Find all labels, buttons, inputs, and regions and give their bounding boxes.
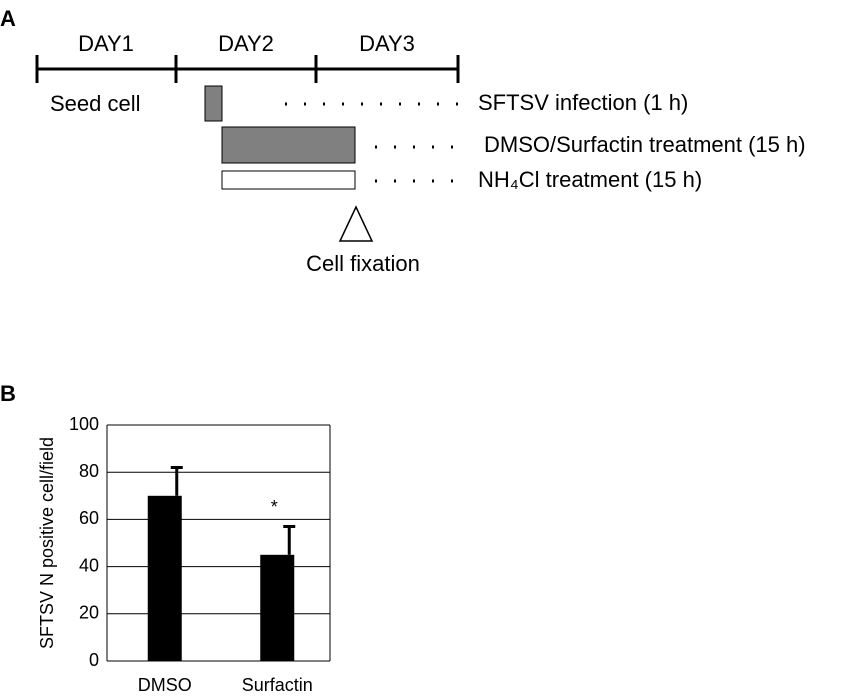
error-bar: [170, 465, 183, 496]
treatment-bar: [221, 126, 356, 164]
day-label: DAY2: [218, 31, 274, 56]
day-label: DAY3: [359, 31, 415, 56]
y-tick-label: 80: [79, 461, 99, 481]
y-tick-label: 40: [79, 555, 99, 575]
bar: [147, 495, 182, 661]
y-tick-label: 20: [79, 603, 99, 623]
y-tick-label: 100: [69, 414, 99, 434]
y-tick-label: 60: [79, 508, 99, 528]
significance-mark: *: [271, 497, 278, 517]
y-tick-label: 0: [89, 650, 99, 670]
infection-bar: [204, 85, 223, 122]
step-label: SFTSV infection (1 h): [478, 90, 688, 115]
fixation-label: Cell fixation: [306, 251, 420, 276]
y-axis-label: SFTSV N positive cell/field: [37, 437, 57, 649]
nh4cl-bar: [221, 170, 356, 190]
x-tick-label: Surfactin: [242, 675, 313, 695]
step-label: Seed cell: [50, 91, 141, 116]
panel-label: A: [0, 6, 16, 31]
step-label: DMSO/Surfactin treatment (15 h): [484, 132, 806, 157]
panel-label: B: [0, 381, 16, 406]
x-tick-label: DMSO: [138, 675, 192, 695]
bar: [260, 554, 295, 661]
day-label: DAY1: [78, 31, 134, 56]
step-label: NH₄Cl treatment (15 h): [478, 167, 702, 192]
timeline: [35, 55, 460, 83]
error-bar: [283, 524, 296, 555]
fixation-arrow: [338, 205, 374, 242]
